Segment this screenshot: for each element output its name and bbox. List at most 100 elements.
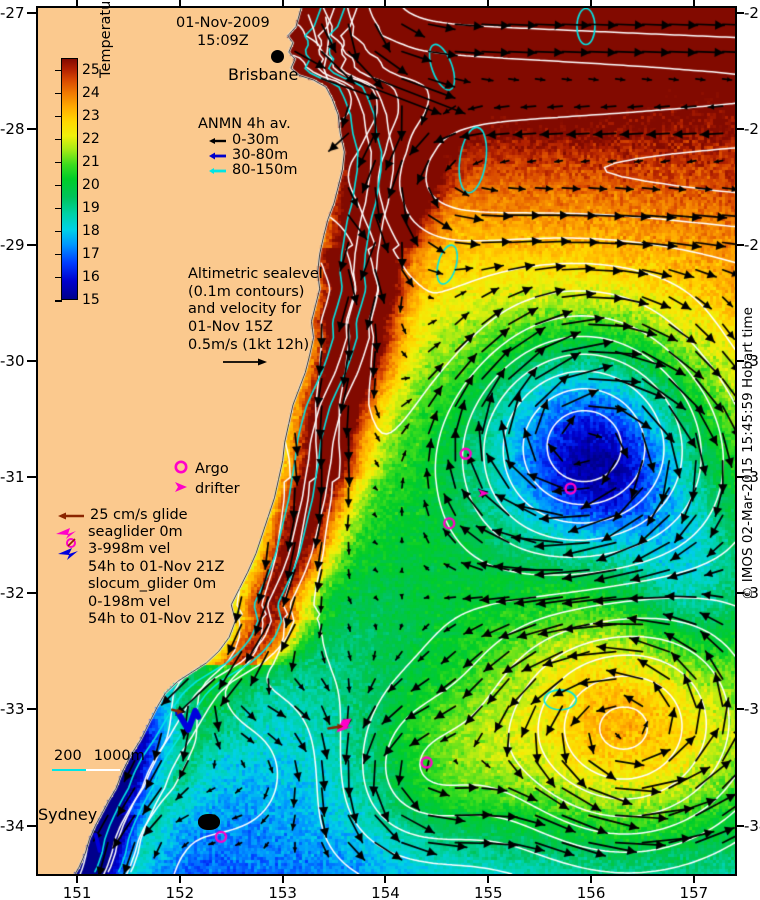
y-tick-label: -29 <box>744 236 760 255</box>
sydney-label: Sydney <box>38 805 98 824</box>
colorbar-tick-label: 18 <box>82 222 100 239</box>
glider-legend-rows: seaglider 0m 3-998m vel 54h to 01-Nov 21… <box>56 524 224 628</box>
map-plot-area[interactable]: 01-Nov-2009 15:09Z Brisbane Sydney ANMN … <box>36 6 737 876</box>
platform-legend-item: drifter <box>173 480 240 500</box>
y-tick-mark <box>27 824 36 827</box>
timestamp-date: 01-Nov-2009 <box>176 15 270 31</box>
y-tick-label: -33 <box>0 700 25 719</box>
colorbar-tick-label: 15 <box>82 292 100 308</box>
x-tick-label: 154 <box>371 884 400 900</box>
bathy-line-1000 <box>86 769 120 772</box>
anmn-legend: ANMN 4h av. 0-30m 30-80m <box>198 116 297 178</box>
altimetry-legend-line: and velocity for <box>188 301 302 318</box>
x-tick-mark <box>281 874 284 883</box>
x-tick-mark-top <box>281 0 284 6</box>
platform-legend-label: drifter <box>195 481 240 498</box>
colorbar-tick-mark <box>55 253 62 256</box>
timestamp-label: 01-Nov-2009 15:09Z <box>176 14 270 50</box>
y-tick-mark <box>735 244 744 247</box>
x-tick-mark-top <box>487 0 490 6</box>
colorbar-tick-label: 16 <box>82 268 100 285</box>
bathymetry-label-200: 200 <box>54 748 82 764</box>
x-tick-label: 153 <box>268 884 297 900</box>
y-tick-mark <box>735 592 744 595</box>
x-tick-mark-top <box>590 0 593 6</box>
altimetry-legend-line: Altimetric sealevel <box>188 266 323 282</box>
colorbar-tick-mark <box>55 138 62 141</box>
brisbane-label: Brisbane <box>228 65 299 84</box>
glider-legend-label: 54h to 01-Nov 21Z <box>88 558 225 575</box>
y-tick-mark <box>27 592 36 595</box>
altimetry-legend-line: (0.1m contours) <box>188 283 305 300</box>
x-tick-label: 156 <box>576 884 606 900</box>
glider-legend-label: 3-998m vel <box>88 541 171 558</box>
x-tick-mark <box>487 874 490 883</box>
colorbar-tick-mark <box>55 115 62 118</box>
anmn-legend-label: 0-30m <box>232 132 280 149</box>
colorbar-gradient <box>61 58 78 300</box>
x-tick-mark-top <box>692 0 695 6</box>
y-tick-label: -28 <box>0 120 25 139</box>
platform-legend-label: Argo <box>195 461 229 478</box>
colorbar-tick-mark <box>55 69 62 72</box>
colorbar: 15 16 17 18 19 20 21 22 23 24 25 <box>25 52 100 308</box>
glider-legend: 25 cm/s glide seaglider 0m 3-998m vel 54… <box>56 507 224 628</box>
glider-scale-row: 25 cm/s glide <box>56 507 224 524</box>
x-tick-label: 155 <box>473 884 503 900</box>
y-tick-label: -32 <box>744 584 760 603</box>
y-tick-mark <box>27 360 36 363</box>
y-tick-label: -28 <box>744 120 760 139</box>
altimetry-legend-line: 01-Nov 15Z <box>188 319 273 336</box>
x-tick-mark-top <box>178 0 181 6</box>
y-tick-label: -27 <box>0 3 25 22</box>
colorbar-tick-mark <box>55 161 62 164</box>
y-tick-label: -29 <box>0 236 25 255</box>
y-tick-mark <box>735 476 744 479</box>
colorbar-tick-label: 17 <box>82 245 100 262</box>
contour-and-vector-overlay <box>38 8 735 874</box>
y-tick-mark <box>27 476 36 479</box>
colorbar-tick-mark <box>55 207 62 210</box>
x-tick-mark <box>76 874 79 883</box>
y-tick-mark <box>735 11 744 14</box>
altimetry-legend: Altimetric sealevel (0.1m contours) and … <box>188 266 323 368</box>
x-tick-mark <box>178 874 181 883</box>
mooring-arrow-80-150m-icon <box>209 168 226 175</box>
y-tick-mark <box>735 824 744 827</box>
x-tick-label: 157 <box>679 884 709 900</box>
y-tick-label: -30 <box>744 352 760 371</box>
y-tick-mark <box>27 244 36 247</box>
anmn-legend-item: 30-80m <box>208 147 297 163</box>
y-tick-label: -30 <box>0 352 25 371</box>
copyright-label: © IMOS 02-Mar-2015 15:45:59 Hobart time <box>740 307 756 600</box>
colorbar-tick-label: 21 <box>82 153 100 170</box>
x-tick-mark <box>692 874 695 883</box>
mooring-arrow-30-80m-icon <box>209 152 226 160</box>
bathy-line-200 <box>52 769 86 772</box>
x-tick-mark <box>590 874 593 883</box>
colorbar-tick-label: 19 <box>82 199 100 216</box>
glider-velocity-scale-icon <box>58 512 84 520</box>
anmn-legend-title: ANMN 4h av. <box>198 116 291 132</box>
brisbane-marker <box>271 50 284 63</box>
colorbar-tick-mark <box>55 300 62 302</box>
y-tick-label: -31 <box>744 468 760 487</box>
anmn-legend-label: 80-150m <box>232 162 298 179</box>
y-tick-mark <box>735 128 744 131</box>
velocity-scale-arrow-icon <box>223 358 267 366</box>
y-tick-label: -34 <box>0 816 25 835</box>
x-tick-label: 151 <box>62 884 92 900</box>
y-tick-mark <box>27 128 36 131</box>
platform-legend: Argo drifter <box>173 460 240 500</box>
colorbar-title: Temperature (°C) NOAA19_L3U 27% ql>=4 <box>98 0 114 78</box>
glider-legend-label: 54h to 01-Nov 21Z <box>88 610 225 627</box>
y-tick-label: -31 <box>0 468 25 487</box>
colorbar-tick-label: 23 <box>82 107 100 124</box>
mooring-arrow-0-30m-icon <box>209 138 226 145</box>
bathymetry-legend: 200 1000m <box>48 748 145 776</box>
anmn-legend-item: 80-150m <box>208 162 298 179</box>
timestamp-time: 15:09Z <box>197 33 249 50</box>
colorbar-tick-mark <box>55 230 62 233</box>
colorbar-tick-mark <box>55 92 62 95</box>
